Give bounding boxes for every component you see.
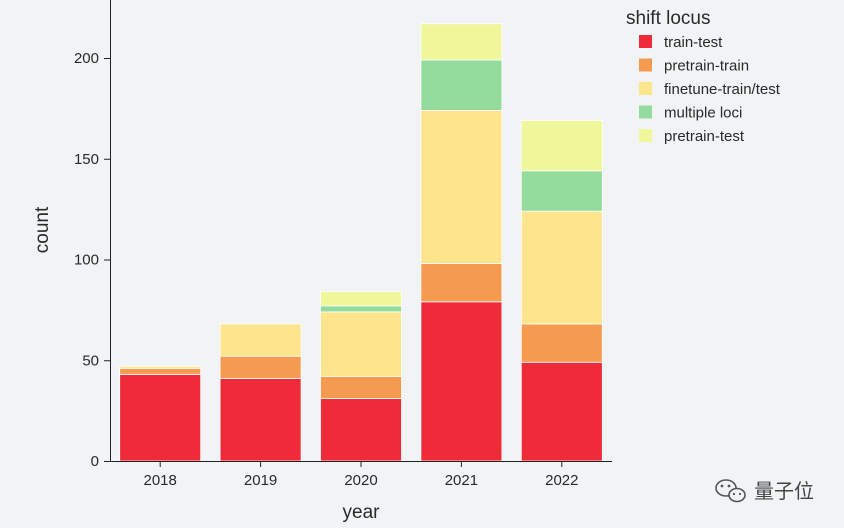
bar-segment-pretrain-train-2018 xyxy=(119,367,202,375)
bar-segment-finetune-train-test-2020 xyxy=(320,311,402,377)
watermark: 量子位 xyxy=(715,479,814,503)
bar-segment-finetune-train-test-2021 xyxy=(420,109,503,264)
legend: shift locus train-test pretrain-train fine… xyxy=(626,8,781,145)
bar-segment-train-test-2021 xyxy=(420,301,503,462)
bar-segment-multiple-loci-2021 xyxy=(420,59,503,111)
bar-segment-finetune-train-test-2022 xyxy=(520,210,603,325)
legend-label: train-test xyxy=(664,34,723,51)
bar-segment-train-test-2022 xyxy=(520,361,603,462)
y-tick-label: 150 xyxy=(74,151,99,168)
bar-segment-train-test-2018 xyxy=(119,373,202,462)
legend-items: train-test pretrain-train finetune-train/t… xyxy=(639,34,781,145)
y-axis-ticks: 0 50 100 150 200 xyxy=(74,50,110,470)
legend-swatch xyxy=(639,105,652,119)
bar-segment-pretrain-train-2021 xyxy=(420,263,503,303)
wechat-icon xyxy=(715,479,746,503)
legend-item[interactable]: train-test xyxy=(639,34,723,51)
bar-segment-pretrain-train-2019 xyxy=(219,355,302,379)
legend-title: shift locus xyxy=(626,8,710,29)
watermark-text: 量子位 xyxy=(754,479,814,503)
legend-label: finetune-train/test xyxy=(664,81,781,98)
legend-item[interactable]: pretrain-train xyxy=(639,58,749,75)
bar-segment-pretrain-test-2021 xyxy=(420,23,503,61)
legend-swatch xyxy=(639,35,652,48)
x-tick-label: 2019 xyxy=(244,472,277,489)
bar-segment-pretrain-test-2022 xyxy=(520,120,603,172)
bar-segment-train-test-2019 xyxy=(219,377,302,462)
y-tick-label: 50 xyxy=(82,352,99,369)
x-tick-label: 2020 xyxy=(344,472,377,489)
legend-label: multiple loci xyxy=(664,105,742,122)
y-tick-label: 100 xyxy=(74,252,99,269)
legend-label: pretrain-test xyxy=(664,128,745,145)
legend-label: pretrain-train xyxy=(664,58,749,75)
bar-segment-finetune-train-test-2018 xyxy=(119,365,202,369)
legend-item[interactable]: finetune-train/test xyxy=(639,81,781,98)
y-tick-label: 0 xyxy=(91,453,99,470)
legend-swatch xyxy=(639,82,652,95)
bar-segment-multiple-loci-2022 xyxy=(520,170,603,212)
x-axis-ticks: 2018 2019 2020 2021 2022 xyxy=(144,461,578,489)
bar-segment-multiple-loci-2020 xyxy=(320,305,402,313)
y-tick-label: 200 xyxy=(74,50,99,67)
bar-segment-pretrain-train-2022 xyxy=(520,323,603,363)
x-tick-label: 2018 xyxy=(144,472,177,489)
bar-segment-train-test-2020 xyxy=(320,398,402,462)
legend-item[interactable]: multiple loci xyxy=(639,105,742,122)
x-tick-label: 2022 xyxy=(545,472,578,489)
legend-swatch xyxy=(639,129,652,142)
x-axis-title: year xyxy=(343,502,381,523)
legend-swatch xyxy=(639,58,652,72)
bar-segment-pretrain-test-2020 xyxy=(320,291,402,307)
bar-segment-pretrain-train-2020 xyxy=(320,375,402,399)
legend-item[interactable]: pretrain-test xyxy=(639,128,745,145)
bar-segment-finetune-train-test-2019 xyxy=(219,323,302,357)
x-tick-label: 2021 xyxy=(445,472,478,489)
bars-layer xyxy=(119,23,603,462)
y-axis-title: count xyxy=(32,206,53,253)
